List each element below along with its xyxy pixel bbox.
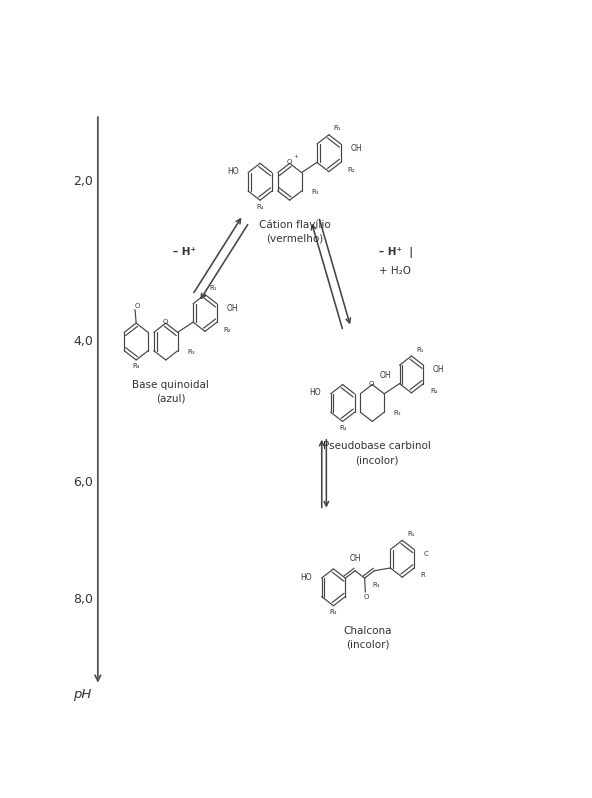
Text: C: C [424, 551, 429, 557]
Text: OH: OH [350, 555, 362, 563]
Text: O: O [369, 381, 374, 387]
Text: Chalcona: Chalcona [343, 626, 392, 636]
Text: R₂: R₂ [348, 167, 355, 173]
Text: R₄: R₄ [133, 363, 140, 369]
Text: (incolor): (incolor) [355, 455, 399, 465]
Text: R₃: R₃ [311, 189, 318, 195]
Text: R₂: R₂ [430, 388, 437, 394]
Text: O: O [135, 302, 140, 309]
Text: Cátion flavílio: Cátion flavílio [259, 220, 330, 230]
Text: R₁: R₁ [210, 285, 217, 291]
Text: OH: OH [380, 371, 391, 380]
Text: R₃: R₃ [187, 349, 195, 354]
Text: O: O [287, 160, 292, 165]
Text: 2,0: 2,0 [73, 176, 94, 188]
Text: O: O [363, 594, 369, 599]
Text: R₃: R₃ [394, 410, 401, 416]
Text: – H⁺  |: – H⁺ | [379, 247, 413, 258]
Text: R₄: R₄ [330, 609, 337, 615]
Text: R₄: R₄ [339, 425, 346, 431]
Text: R₃: R₃ [372, 582, 379, 587]
Text: HO: HO [301, 573, 312, 582]
Text: OH: OH [226, 304, 238, 313]
Text: – H⁺: – H⁺ [173, 247, 195, 258]
Text: HO: HO [310, 389, 321, 397]
Text: R₁: R₁ [334, 125, 341, 132]
Text: (azul): (azul) [156, 393, 185, 404]
Text: + H₂O: + H₂O [379, 266, 411, 276]
Text: HO: HO [227, 167, 239, 176]
Text: pH: pH [73, 689, 91, 701]
Text: 6,0: 6,0 [73, 476, 94, 489]
Text: R₂: R₂ [224, 326, 231, 333]
Text: R: R [421, 572, 426, 579]
Text: R₁: R₁ [416, 346, 424, 353]
Text: +: + [293, 154, 298, 159]
Text: Base quinoidal: Base quinoidal [132, 380, 209, 390]
Text: 4,0: 4,0 [73, 335, 94, 348]
Text: R₄: R₄ [256, 203, 264, 210]
Text: Pseudobase carbinol: Pseudobase carbinol [323, 441, 431, 452]
Text: OH: OH [350, 144, 362, 153]
Text: O: O [162, 319, 168, 326]
Text: (vermelho): (vermelho) [266, 234, 323, 244]
Text: R₁: R₁ [407, 531, 414, 537]
Text: 8,0: 8,0 [73, 593, 94, 606]
Text: (incolor): (incolor) [346, 639, 390, 650]
Text: OH: OH [433, 365, 445, 374]
